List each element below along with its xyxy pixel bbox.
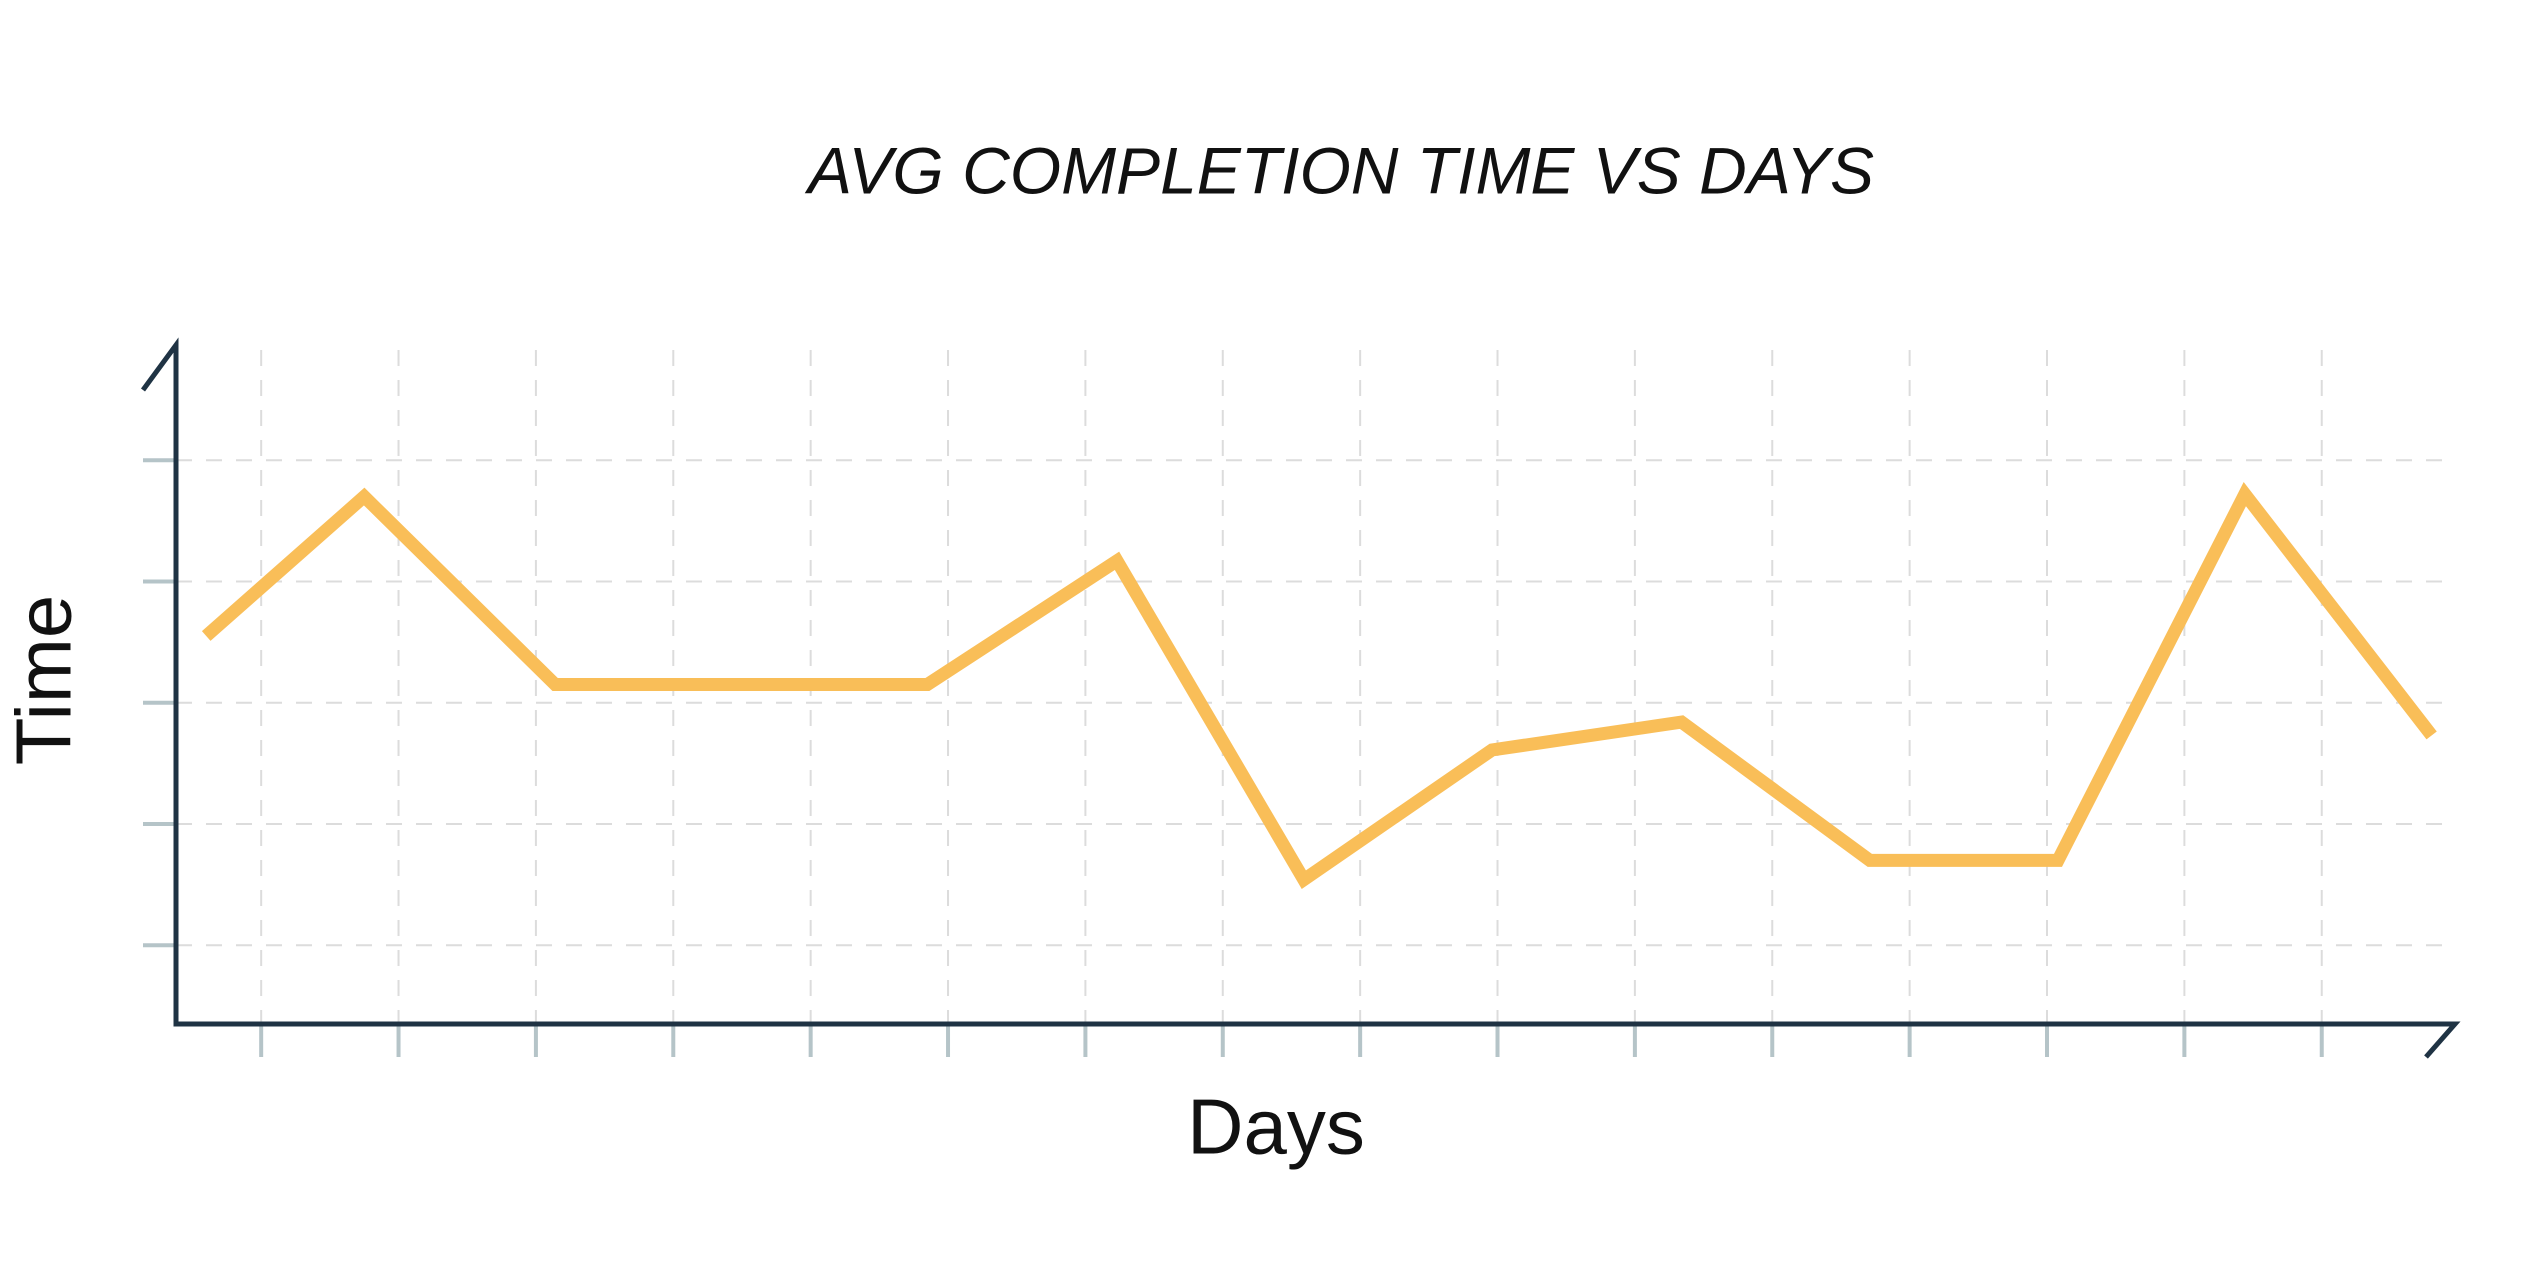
axis — [140, 337, 2461, 1059]
line — [201, 482, 2437, 890]
chart-title: AVG COMPLETION TIME VS DAYS — [804, 133, 1874, 207]
x-axis-label: Days — [1187, 1083, 1365, 1171]
y-axis-label: Time — [0, 595, 88, 765]
